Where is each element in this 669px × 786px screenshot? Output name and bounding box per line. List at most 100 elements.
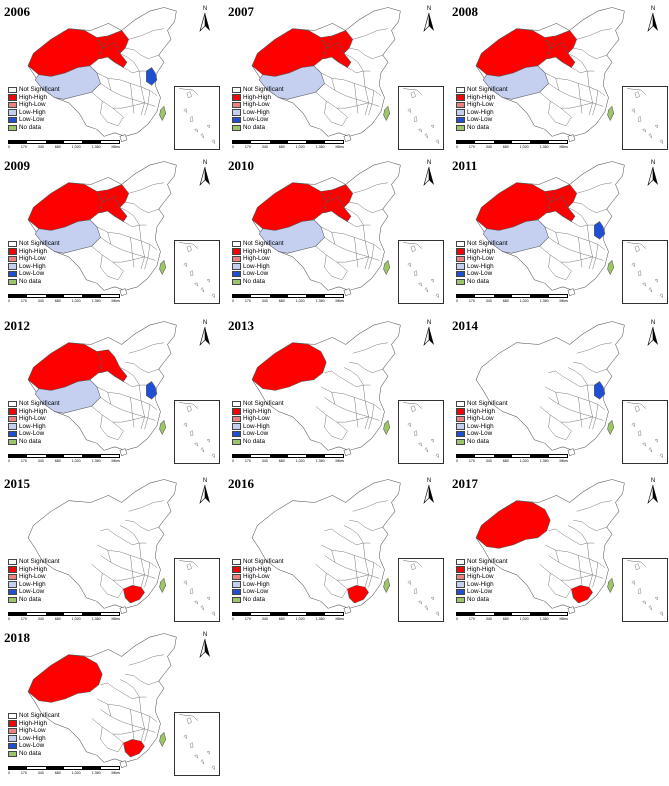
region-taiwan bbox=[159, 105, 167, 122]
legend-swatch bbox=[456, 596, 465, 604]
inset-island bbox=[200, 447, 205, 453]
legend-swatch bbox=[456, 278, 465, 286]
legend-label: Low-High bbox=[467, 422, 494, 430]
legend-item: Low-High bbox=[456, 109, 508, 117]
province-boundary bbox=[560, 102, 593, 109]
province-boundary bbox=[100, 709, 156, 733]
scale-label: 1,360 bbox=[91, 771, 101, 775]
legend-swatch bbox=[8, 581, 17, 588]
legend: Not Significant High-High High-Low Low-High… bbox=[232, 558, 284, 604]
province-boundary bbox=[139, 697, 142, 713]
province-boundary bbox=[112, 102, 145, 109]
scale-label: 0 bbox=[232, 299, 234, 303]
scale-bar: 0 170 340 680 1,020 1,360 Miles bbox=[232, 294, 344, 303]
province-boundary bbox=[315, 92, 348, 118]
scale-label: 1,360 bbox=[91, 459, 101, 463]
legend-item: High-Low bbox=[456, 101, 508, 109]
legend-label: Low-High bbox=[243, 262, 270, 270]
legend-label: Low-High bbox=[19, 108, 46, 116]
legend: Not Significant High-High High-Low Low-High… bbox=[232, 86, 284, 132]
province-boundary bbox=[100, 237, 156, 261]
scale-label: 1,360 bbox=[539, 459, 549, 463]
inset-island bbox=[186, 245, 192, 253]
legend-label: Low-Low bbox=[243, 116, 269, 124]
north-label: N bbox=[650, 478, 656, 484]
legend-label: High-High bbox=[467, 93, 495, 101]
scale-unit: Miles bbox=[559, 617, 568, 621]
legend-item: No data bbox=[456, 124, 508, 132]
legend-swatch bbox=[456, 581, 465, 588]
scale-label: 1,020 bbox=[519, 299, 529, 303]
legend-swatch bbox=[456, 566, 465, 573]
legend-label: No data bbox=[467, 437, 490, 445]
legend-item: Low-Low bbox=[456, 116, 508, 124]
scale-label: 170 bbox=[468, 459, 475, 463]
province-boundary bbox=[91, 564, 124, 590]
region-taiwan bbox=[607, 577, 615, 594]
province-boundary bbox=[144, 404, 151, 430]
province-boundary bbox=[91, 92, 124, 118]
region-inner-mongolia-west bbox=[101, 184, 130, 208]
legend-swatch bbox=[232, 248, 241, 255]
inset-island bbox=[211, 765, 216, 771]
province-boundary bbox=[354, 555, 359, 586]
legend-item: Low-Low bbox=[232, 116, 284, 124]
inset-island bbox=[183, 734, 188, 740]
province-boundary bbox=[368, 404, 375, 430]
legend-swatch bbox=[8, 400, 17, 408]
legend: Not Significant High-High High-Low Low-High… bbox=[456, 86, 508, 132]
legend-swatch bbox=[8, 588, 17, 596]
province-boundary bbox=[587, 543, 590, 559]
legend-swatch bbox=[232, 86, 241, 94]
scale-label: 170 bbox=[468, 299, 475, 303]
province-boundary bbox=[587, 385, 590, 401]
legend-swatch bbox=[232, 573, 241, 581]
legend-item: High-High bbox=[456, 408, 508, 416]
scale-label: 0 bbox=[8, 459, 10, 463]
legend-item: Low-High bbox=[456, 581, 508, 589]
legend-item: No data bbox=[8, 750, 60, 758]
province-boundary bbox=[548, 101, 572, 127]
province-boundary bbox=[130, 83, 135, 114]
north-arrow-icon: N bbox=[422, 160, 436, 188]
legend-label: High-Low bbox=[467, 415, 494, 423]
province-boundary bbox=[352, 342, 389, 354]
scale-unit: Miles bbox=[111, 459, 120, 463]
inset-island bbox=[634, 563, 640, 571]
north-arrow-icon: N bbox=[422, 6, 436, 34]
inset-island bbox=[407, 108, 412, 114]
province-boundary bbox=[91, 246, 124, 272]
legend-item: High-Low bbox=[8, 101, 60, 109]
inset-island bbox=[654, 438, 658, 443]
scale-label: 680 bbox=[502, 299, 509, 303]
legend-item: Low-Low bbox=[8, 588, 60, 596]
china-map bbox=[475, 7, 625, 142]
legend-swatch bbox=[456, 270, 465, 278]
scale-bar: 0 170 340 680 1,020 1,360 Miles bbox=[232, 140, 344, 149]
north-label: N bbox=[426, 160, 432, 166]
province-boundary bbox=[343, 207, 364, 226]
legend-item: High-Low bbox=[8, 255, 60, 263]
legend-swatch bbox=[8, 430, 17, 438]
legend-label: High-High bbox=[19, 247, 47, 255]
province-boundary bbox=[139, 71, 142, 87]
scale-label: 170 bbox=[244, 617, 251, 621]
inset-island bbox=[642, 282, 647, 287]
legend-swatch bbox=[8, 255, 17, 263]
north-arrow-icon: N bbox=[646, 478, 660, 506]
province-boundary bbox=[548, 83, 604, 107]
legend-item: High-High bbox=[232, 566, 284, 574]
inset-island bbox=[424, 447, 429, 453]
map-panel-2006: 2006 N Not Significant High-High High-Low Low… bbox=[4, 4, 220, 154]
inset-island bbox=[654, 124, 658, 129]
legend-swatch bbox=[8, 423, 17, 430]
region-hainan bbox=[343, 448, 352, 456]
legend-swatch bbox=[456, 430, 465, 438]
legend-label: Not Significant bbox=[243, 400, 284, 407]
north-label: N bbox=[426, 478, 432, 484]
north-label: N bbox=[202, 478, 208, 484]
scale-label: 1,360 bbox=[539, 299, 549, 303]
legend-swatch bbox=[8, 270, 17, 278]
legend-label: High-High bbox=[19, 407, 47, 415]
legend-item: Low-High bbox=[232, 581, 284, 589]
